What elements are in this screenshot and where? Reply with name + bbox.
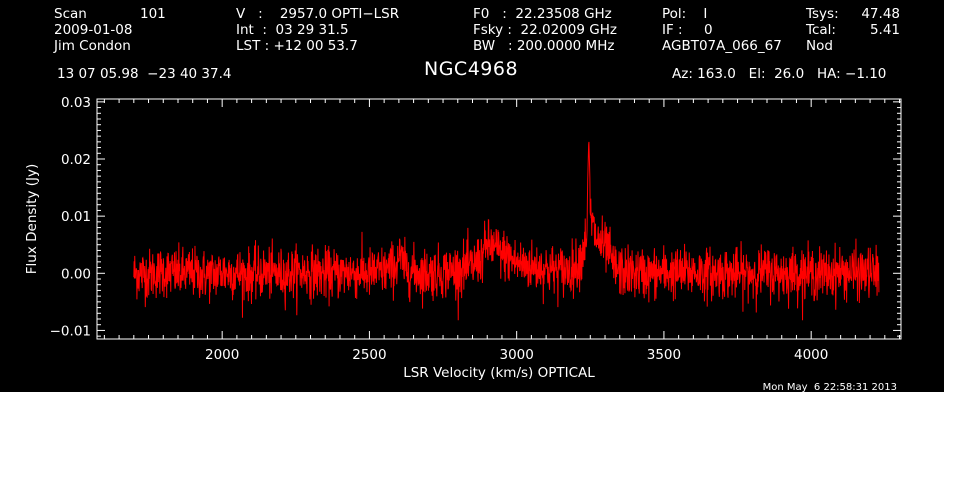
x-tick-label: 3500 (647, 347, 681, 363)
x-axis-label: LSR Velocity (km/s) OPTICAL (403, 365, 595, 381)
plot-frame (96, 98, 902, 340)
scan-number: 101 (140, 6, 166, 22)
source-name: NGC4968 (424, 58, 519, 80)
lst-info: LST : +12 00 53.7 (236, 38, 358, 54)
tsys-value: 47.48 (861, 6, 900, 22)
observer-name: Jim Condon (54, 38, 131, 54)
project-id: AGBT07A_066_67 (662, 38, 782, 54)
y-tick-label: 0.02 (61, 152, 91, 168)
if-number: IF : 0 (662, 22, 713, 38)
plot-timestamp: Mon May 6 22:58:31 2013 (762, 382, 897, 393)
scan-label: Scan (54, 6, 87, 22)
bandwidth: BW : 200.0000 MHz (473, 38, 615, 54)
observation-date: 2009-01-08 (54, 22, 133, 38)
spectrum-plot-panel: Scan 101 2009-01-08 Jim Condon 13 07 05.… (0, 0, 944, 393)
x-tick-label: 3000 (499, 347, 533, 363)
y-tick-label: 0.03 (61, 95, 91, 111)
y-tick-label: −0.01 (50, 323, 91, 339)
y-axis-label: Flux Density (Jy) (24, 164, 40, 274)
spectrum-trace (133, 141, 880, 321)
spectrum-chart: 2000 2500 3000 3500 4000 −0.01 0.00 0.01 0.02 0.0… (24, 95, 902, 381)
x-tick-label: 4000 (794, 347, 828, 363)
y-tick-label: 0.00 (61, 266, 91, 282)
velocity-info: V : 2957.0 OPTI−LSR (236, 6, 400, 22)
polarization: Pol: I (662, 6, 708, 22)
integration-time: Int : 03 29 31.5 (236, 22, 349, 38)
az-el-ha: Az: 163.0 El: 26.0 HA: −1.10 (672, 66, 887, 82)
tcal-value: 5.41 (869, 22, 900, 38)
tsys-label: Tsys: (806, 6, 839, 22)
rest-frequency: F0 : 22.23508 GHz (473, 6, 612, 22)
trace-layer (133, 141, 880, 321)
ticks-layer: 2000 2500 3000 3500 4000 −0.01 0.00 0.01 0.02 0.0… (50, 95, 901, 363)
sky-frequency: Fsky : 22.02009 GHz (473, 22, 617, 38)
source-coordinates: 13 07 05.98 −23 40 37.4 (57, 66, 232, 82)
x-tick-label: 2000 (205, 347, 239, 363)
x-tick-label: 2500 (352, 347, 386, 363)
tcal-label: Tcal: (806, 22, 836, 38)
y-tick-label: 0.01 (61, 209, 91, 225)
nod-mode: Nod (806, 38, 833, 54)
